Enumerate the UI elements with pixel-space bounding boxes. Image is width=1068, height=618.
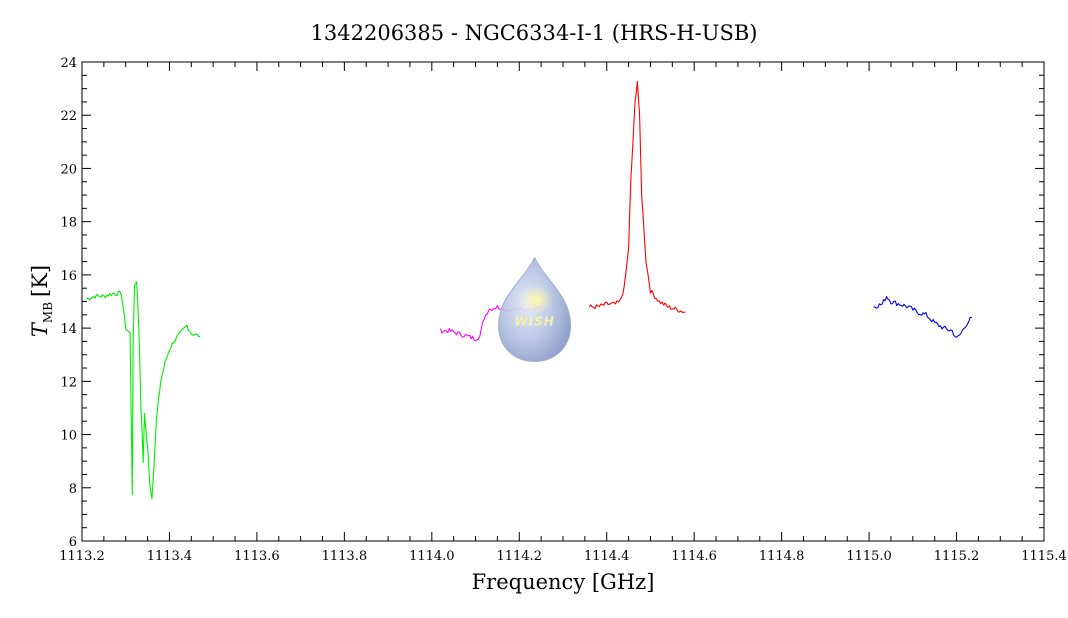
y-tick-label: 8 [69,482,77,497]
svg-text:TMB[K]: TMB [K] [28,265,55,337]
axis-ticks [81,61,1045,542]
y-tick-label: 18 [60,216,77,231]
plot-frame [81,61,1045,542]
x-tick-label: 1114.2 [497,549,543,564]
x-axis-label: Frequency [GHz] [472,570,655,594]
x-tick-label: 1114.4 [584,549,630,564]
y-tick-label: 12 [60,375,77,390]
x-tick-label: 1115.4 [1021,549,1067,564]
y-tick-label: 20 [60,162,77,177]
wish-logo: WISH [498,256,572,362]
y-tick-label: 6 [69,535,77,550]
y-axis-label-unit: [K] [28,265,52,297]
x-tick-label: 1114.6 [671,549,717,564]
x-tick-label: 1114.0 [409,549,455,564]
x-tick-label: 1113.6 [234,549,280,564]
chart-title: 1342206385 - NGC6334-I-1 (HRS-H-USB) [311,21,758,45]
y-axis-label-sub: MB [41,302,55,323]
y-axis-label-main: T [28,321,52,337]
y-tick-label: 14 [60,322,77,337]
x-tick-label: 1113.2 [59,549,105,564]
y-tick-label: 16 [60,269,77,284]
wish-logo-text: WISH [514,314,554,328]
x-tick-label: 1115.0 [846,549,892,564]
x-tick-label: 1113.4 [147,549,193,564]
series-line-4 [873,296,972,338]
series-line-3 [588,80,686,314]
series-line-1 [86,281,201,500]
y-axis-label: TMB [K] [28,265,55,337]
x-tick-label: 1114.8 [759,549,805,564]
x-tick-label: 1113.8 [322,549,368,564]
x-tick-label: 1115.2 [934,549,980,564]
y-tick-label: 24 [60,56,77,71]
y-tick-label: 22 [60,109,77,124]
tick-labels: 1113.2 1113.4 1113.6 1113.8 1114.0 1114.2 1114… [59,56,1067,564]
y-tick-label: 10 [60,429,77,444]
